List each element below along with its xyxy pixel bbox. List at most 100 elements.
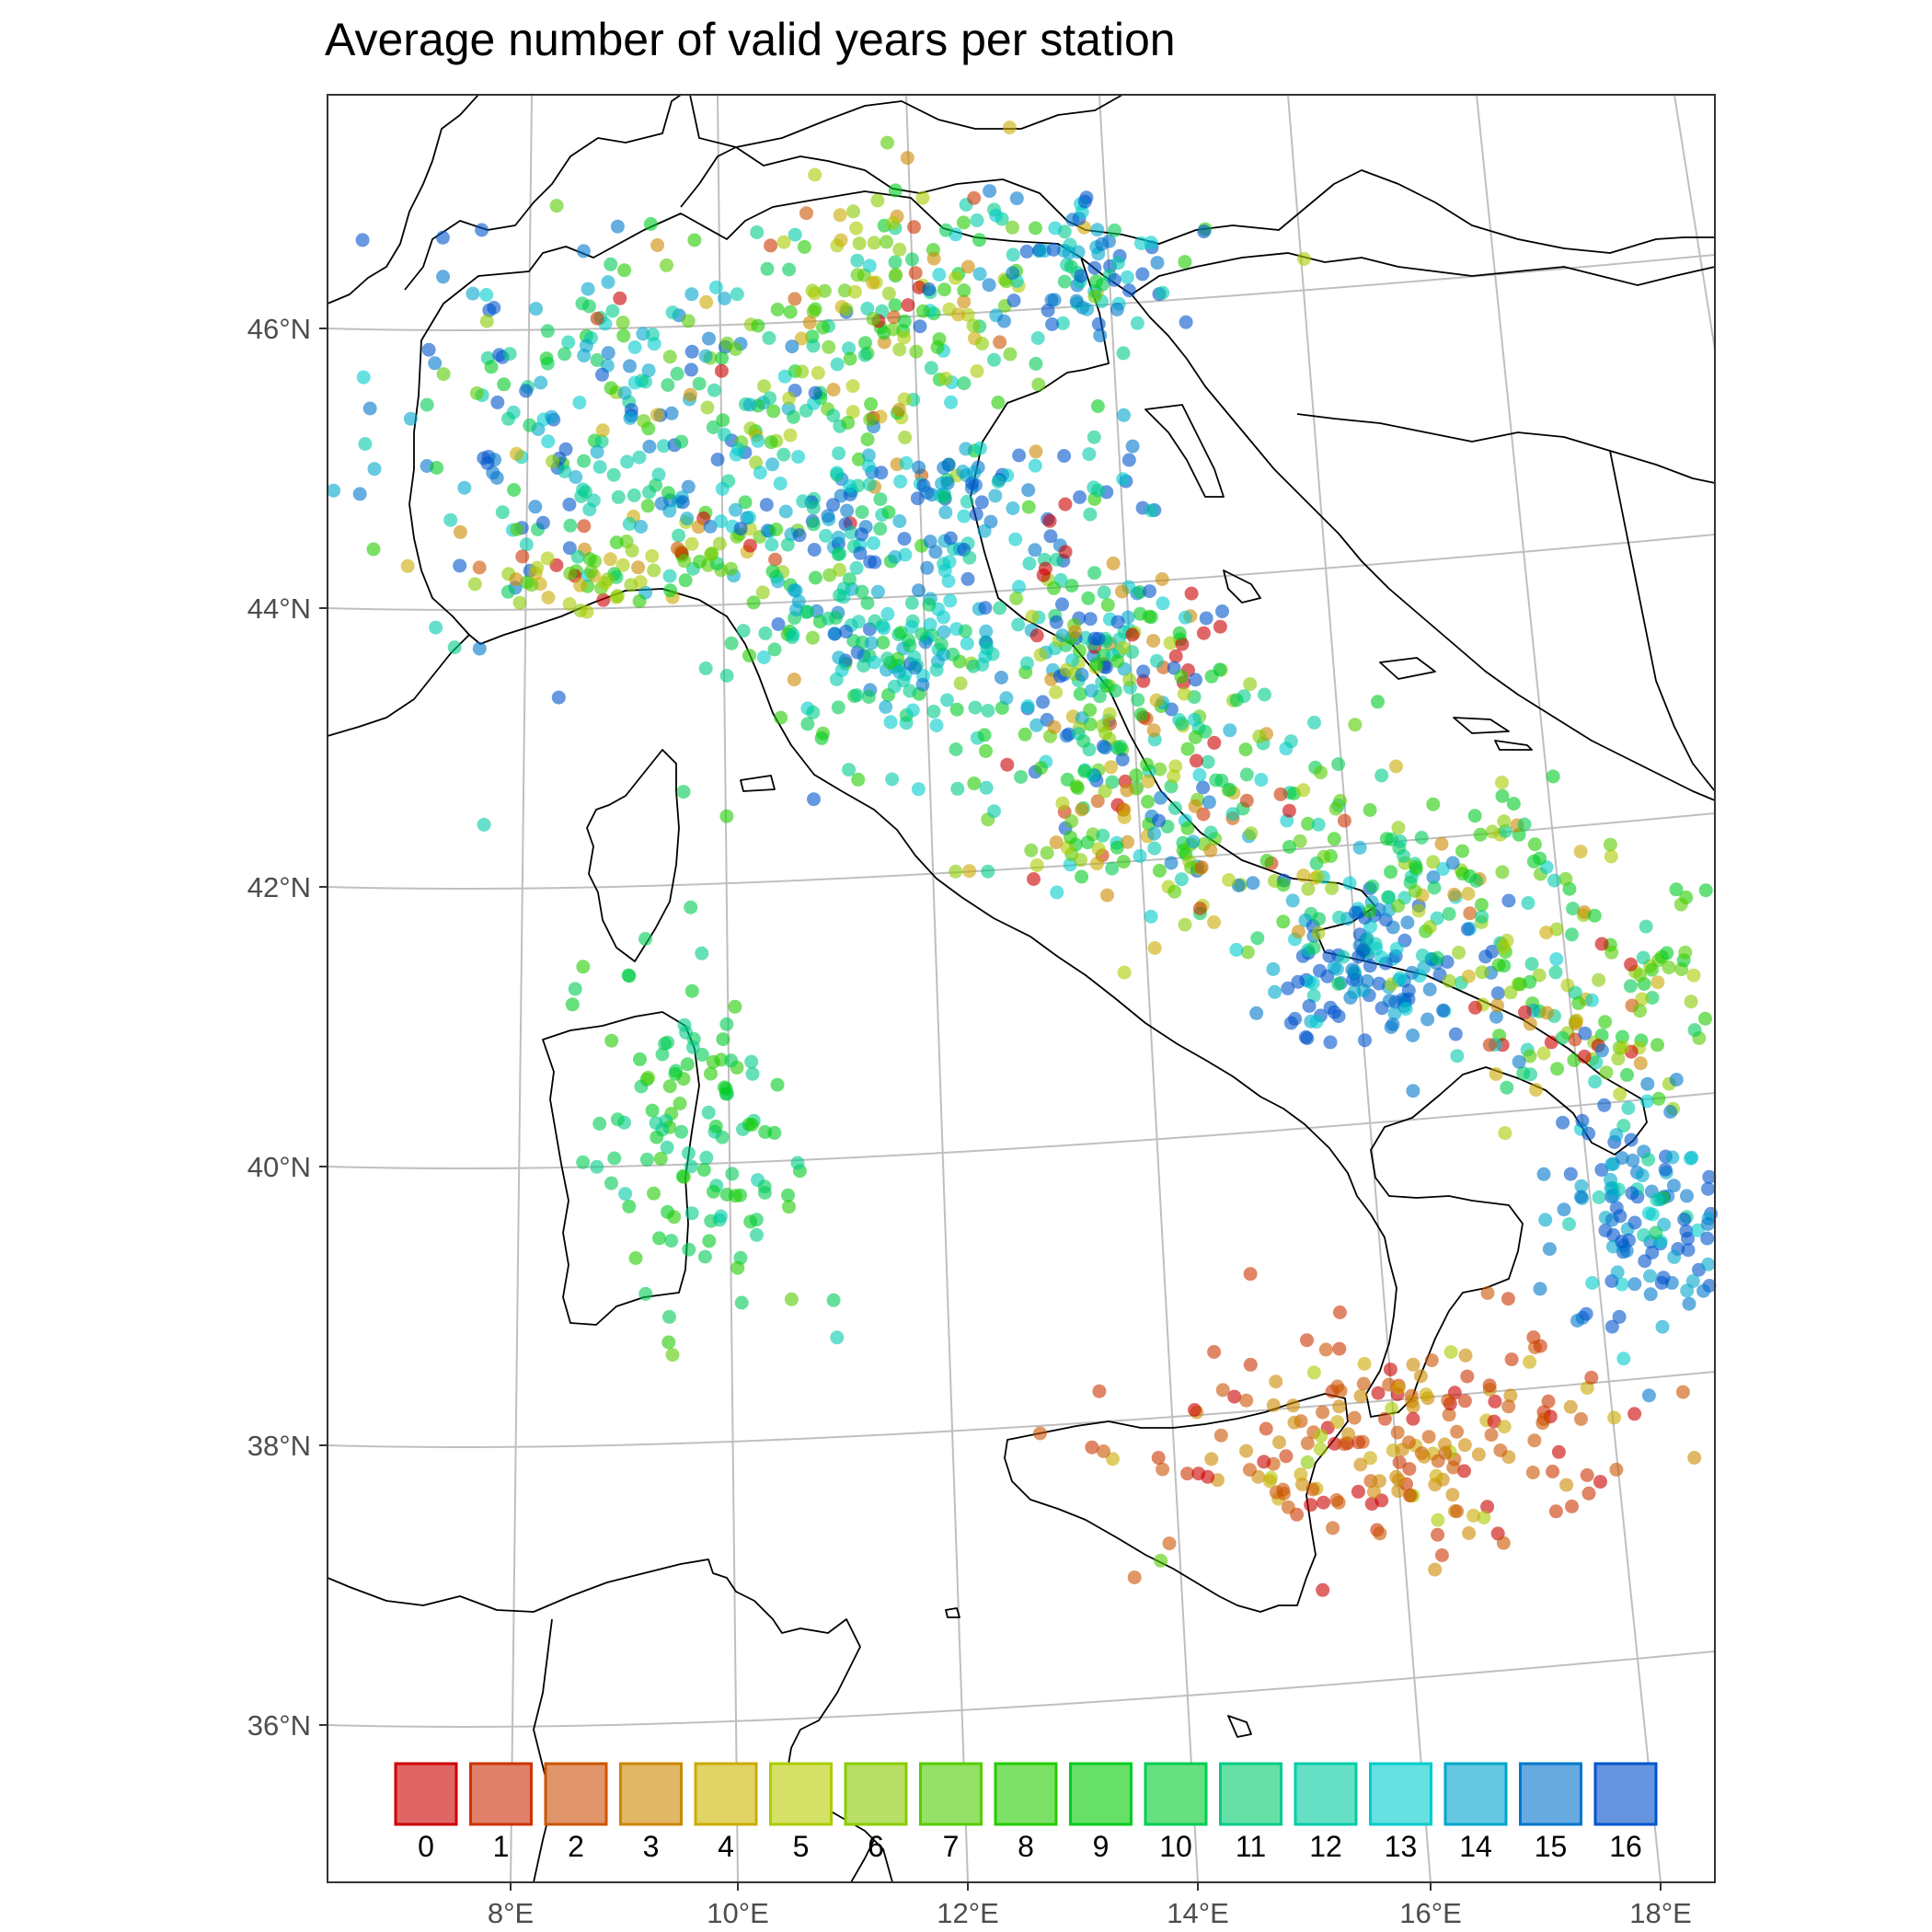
station-point: [997, 314, 1011, 328]
station-point: [664, 406, 679, 420]
station-point: [766, 404, 781, 419]
station-point: [1259, 854, 1274, 868]
station-point: [1059, 662, 1074, 677]
station-point: [1184, 586, 1199, 601]
station-point: [1353, 1457, 1368, 1472]
station-point: [1213, 1428, 1228, 1443]
station-point: [831, 530, 845, 545]
station-point: [596, 592, 611, 607]
station-point: [1189, 753, 1203, 768]
station-point: [1431, 1512, 1445, 1527]
station-point: [572, 396, 587, 410]
station-point: [355, 233, 370, 247]
station-point: [1243, 677, 1258, 692]
station-point: [1584, 993, 1599, 1007]
parallel-line: [327, 812, 1716, 891]
station-point: [1621, 1100, 1636, 1115]
station-point: [1615, 1029, 1629, 1044]
station-point: [844, 525, 858, 540]
station-point: [951, 307, 966, 322]
station-point: [681, 479, 696, 494]
station-point: [661, 378, 675, 392]
legend-swatch: [469, 1762, 533, 1826]
station-point: [1047, 581, 1061, 595]
station-point: [746, 595, 761, 610]
station-point: [691, 520, 706, 535]
station-point: [770, 303, 785, 316]
station-point: [1110, 615, 1125, 629]
meridian-line: [717, 94, 739, 1883]
station-point: [1089, 657, 1104, 672]
bosnia-east-border: [1609, 450, 1716, 792]
station-point: [863, 555, 878, 569]
station-point: [1406, 1357, 1420, 1372]
station-point: [904, 596, 919, 610]
station-point: [1259, 1421, 1273, 1436]
legend-label: 10: [1159, 1830, 1192, 1863]
station-point: [1382, 994, 1397, 1008]
station-point: [530, 560, 545, 575]
station-point: [765, 537, 779, 552]
station-point: [1651, 1091, 1666, 1106]
station-point: [1374, 950, 1388, 965]
meridian-line: [1673, 94, 1716, 351]
station-point: [1064, 830, 1077, 845]
station-point: [946, 647, 960, 661]
station-point: [562, 597, 577, 612]
station-point: [673, 1097, 687, 1110]
station-point: [1574, 1190, 1588, 1204]
station-point: [576, 1155, 591, 1169]
station-point: [1075, 668, 1089, 682]
station-point: [568, 982, 582, 996]
station-point: [730, 287, 744, 302]
station-point: [487, 301, 501, 315]
station-point: [1006, 501, 1020, 515]
station-point: [1566, 902, 1581, 916]
station-point: [1300, 1436, 1315, 1451]
station-point: [1640, 1076, 1655, 1091]
station-point: [1243, 1463, 1257, 1478]
station-point: [1587, 908, 1602, 923]
station-point: [1301, 816, 1316, 831]
station-point: [960, 307, 975, 322]
legend-swatch: [994, 1762, 1058, 1826]
station-point: [866, 312, 880, 327]
station-point: [1077, 764, 1092, 778]
station-point: [1373, 1474, 1386, 1489]
station-point: [1625, 1186, 1639, 1201]
station-point: [1003, 347, 1018, 362]
station-point: [1296, 783, 1311, 798]
station-point: [982, 278, 996, 293]
station-point: [1019, 656, 1034, 671]
station-point: [622, 1199, 637, 1213]
station-point: [1498, 1126, 1512, 1141]
station-point: [1116, 640, 1131, 655]
y-tick-label: 38°N: [247, 1430, 311, 1462]
station-point: [1558, 871, 1573, 886]
station-point: [1360, 931, 1374, 946]
station-point: [1108, 684, 1122, 698]
station-point: [999, 691, 1014, 706]
station-point: [1077, 194, 1092, 209]
station-point: [1178, 917, 1192, 932]
station-point: [1484, 1428, 1499, 1443]
northern-border: [327, 94, 479, 305]
station-point: [987, 804, 1001, 819]
station-point: [1491, 958, 1506, 972]
parallel-line: [327, 1650, 1716, 1729]
station-point: [1434, 1548, 1449, 1562]
station-point: [940, 693, 954, 707]
station-point: [472, 560, 487, 575]
station-point: [786, 627, 800, 642]
station-point: [1239, 793, 1254, 808]
station-point: [1436, 1003, 1451, 1018]
station-point: [1282, 840, 1296, 854]
station-point: [661, 486, 675, 500]
station-point: [1030, 331, 1045, 345]
station-point: [653, 1151, 668, 1166]
station-point: [605, 304, 620, 318]
station-point: [808, 286, 822, 301]
station-point: [867, 655, 881, 670]
station-point: [840, 503, 855, 518]
station-point: [693, 554, 707, 569]
